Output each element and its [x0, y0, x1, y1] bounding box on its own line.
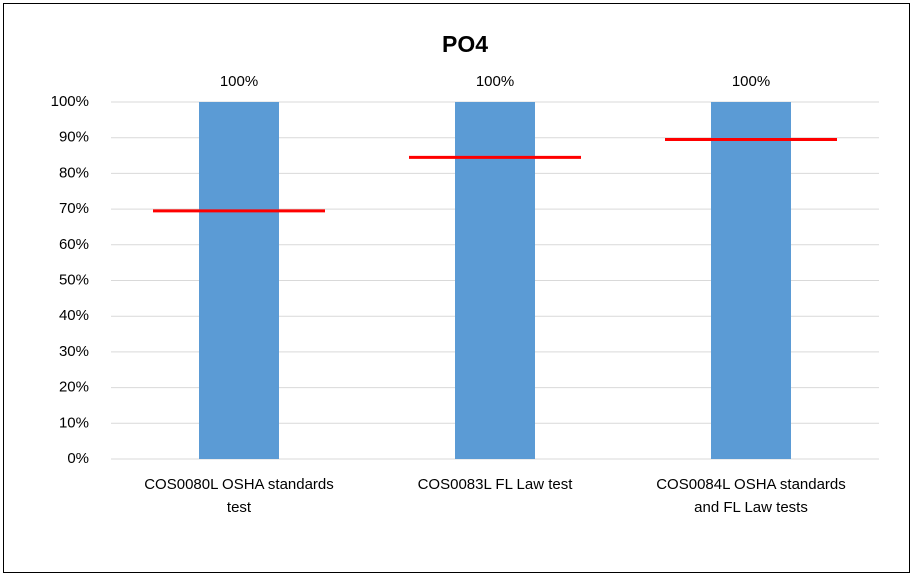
y-tick-label: 100% — [51, 93, 89, 110]
y-tick-label: 10% — [59, 414, 89, 431]
x-tick-label: COS0084L OSHA standards and FL Law tests — [656, 476, 846, 516]
y-tick-label: 50% — [59, 271, 89, 288]
y-tick-label: 0% — [67, 450, 89, 467]
y-tick-label: 40% — [59, 307, 89, 324]
x-tick-label: COS0083L FL Law test — [417, 476, 573, 493]
bar — [199, 102, 279, 459]
value-label: 100% — [732, 73, 770, 90]
y-tick-label: 80% — [59, 164, 89, 181]
bar — [711, 102, 791, 459]
y-tick-label: 70% — [59, 200, 89, 217]
y-tick-label: 60% — [59, 236, 89, 253]
bar — [455, 102, 535, 459]
y-tick-label: 90% — [59, 129, 89, 146]
chart-title: PO4 — [442, 31, 488, 57]
y-tick-label: 20% — [59, 379, 89, 396]
y-tick-label: 30% — [59, 343, 89, 360]
x-tick-label: COS0080L OSHA standards test — [144, 476, 334, 516]
value-label: 100% — [476, 73, 514, 90]
value-label: 100% — [220, 73, 258, 90]
